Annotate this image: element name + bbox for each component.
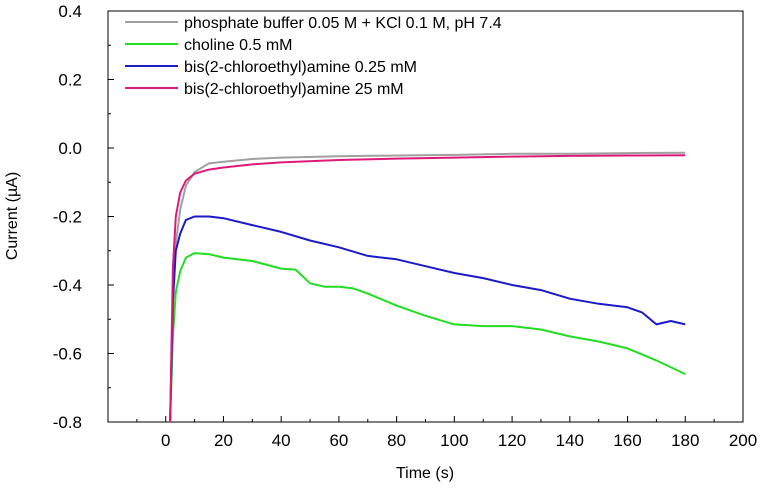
legend: phosphate buffer 0.05 M + KCl 0.1 M, pH … [125,15,502,98]
x-tick-label: 140 [556,431,584,450]
x-tick-label: 200 [729,431,757,450]
x-tick-label: 60 [329,431,348,450]
y-tick-label: 0.2 [58,71,82,90]
x-tick-labels: 0 20 40 60 80 100 120 140 160 180 200 [161,431,757,450]
x-tick-label: 120 [498,431,526,450]
x-axis-title: Time (s) [396,465,454,482]
y-tick-label: -0.4 [53,276,82,295]
y-axis-title: Current (µA) [4,172,21,260]
x-tick-label: 100 [440,431,468,450]
x-tick-label: 160 [613,431,641,450]
y-tick-label: 0.0 [58,139,82,158]
legend-label-2: choline 0.5 mM [184,37,293,54]
series-lines [169,151,686,422]
y-tick-label: -0.8 [53,413,82,432]
x-tick-label: 80 [387,431,406,450]
x-tick-label: 180 [671,431,699,450]
series-line-1 [169,151,686,422]
tick-marks [107,10,744,423]
series-line-4 [169,154,686,422]
legend-label-3: bis(2-chloroethyl)amine 0.25 mM [184,59,417,76]
x-tick-label: 40 [272,431,291,450]
series-line-2 [169,252,686,422]
y-tick-label: -0.6 [53,345,82,364]
series-line-3 [169,215,686,422]
y-tick-labels: -0.8 -0.6 -0.4 -0.2 0.0 0.2 0.4 [53,2,82,432]
x-tick-label: 0 [161,431,170,450]
legend-label-4: bis(2-chloroethyl)amine 25 mM [184,81,404,98]
y-tick-label: -0.2 [53,208,82,227]
x-tick-label: 20 [214,431,233,450]
y-tick-label: 0.4 [58,2,82,21]
legend-label-1: phosphate buffer 0.05 M + KCl 0.1 M, pH … [184,15,502,32]
